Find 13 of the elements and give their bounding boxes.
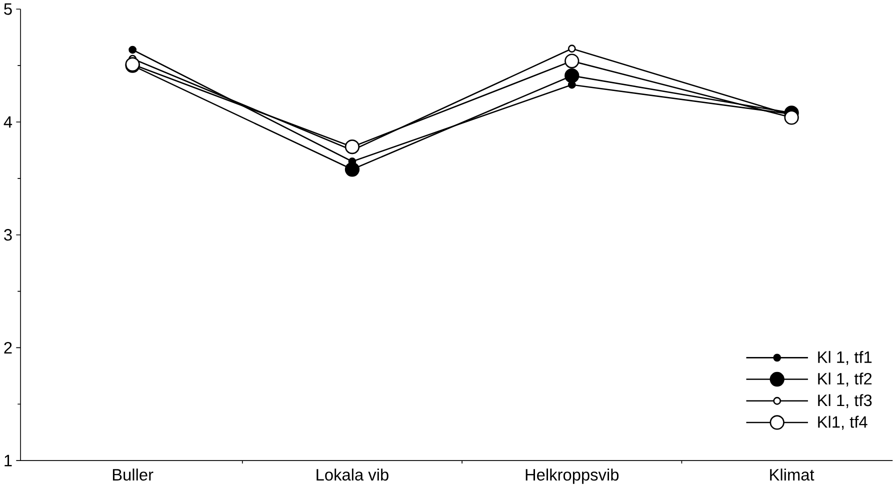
legend-label: Kl 1, tf1 xyxy=(818,350,872,365)
x-tick-label: Klimat xyxy=(770,468,814,480)
y-tick-label: 4 xyxy=(4,116,12,128)
y-tick-label: 2 xyxy=(4,342,12,354)
y-tick-label: 5 xyxy=(4,3,12,15)
x-tick-label: Lokala vib xyxy=(316,468,388,480)
y-tick-label: 1 xyxy=(4,454,12,466)
y-tick-label: 3 xyxy=(4,228,12,241)
legend-label: Kl 1, tf2 xyxy=(818,372,872,386)
legend-label: Kl 1, tf3 xyxy=(818,394,872,408)
x-tick-label: Buller xyxy=(112,468,154,480)
x-tick-label: Helkroppsvib xyxy=(526,468,619,484)
legend-label: Kl1, tf4 xyxy=(818,416,868,430)
